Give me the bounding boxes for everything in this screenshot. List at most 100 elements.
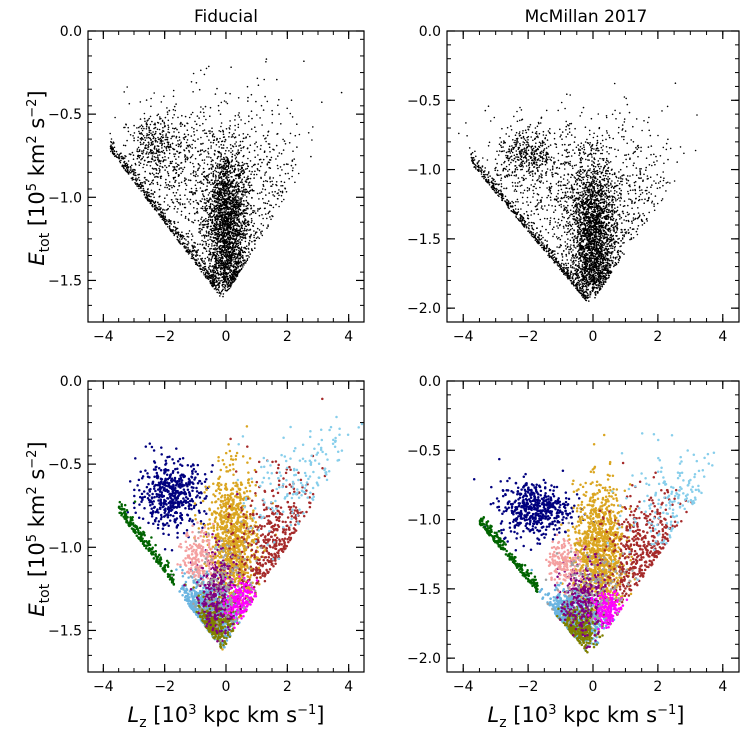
data-point	[227, 176, 230, 179]
data-point	[220, 254, 223, 257]
data-point	[222, 187, 225, 189]
data-point	[241, 236, 243, 238]
data-point	[209, 238, 211, 241]
data-point	[111, 148, 114, 151]
data-point	[212, 284, 214, 287]
data-point	[185, 141, 188, 144]
data-point	[218, 174, 220, 177]
data-point	[149, 115, 152, 118]
data-point	[241, 170, 244, 172]
data-point	[589, 226, 591, 229]
data-point	[148, 131, 151, 133]
data-point	[223, 179, 225, 181]
data-point	[225, 256, 227, 259]
data-point	[185, 246, 187, 248]
data-point	[138, 149, 141, 151]
data-point	[229, 281, 232, 284]
data-point	[228, 183, 230, 186]
data-point	[291, 175, 293, 178]
data-point	[150, 161, 153, 163]
data-point	[150, 181, 153, 184]
data-point	[292, 167, 294, 169]
data-point	[222, 198, 224, 200]
data-point	[223, 190, 225, 192]
data-point	[223, 164, 225, 166]
data-point	[230, 147, 232, 150]
data-point	[216, 87, 218, 90]
data-point	[168, 147, 170, 149]
data-point	[158, 205, 160, 208]
data-point	[208, 259, 210, 262]
data-point	[234, 242, 236, 244]
data-point	[202, 262, 205, 265]
data-point	[294, 163, 297, 166]
data-point	[214, 275, 216, 278]
data-point	[603, 233, 606, 236]
data-point	[260, 177, 262, 180]
data-point	[231, 278, 234, 280]
data-point	[204, 198, 206, 201]
data-point	[175, 198, 177, 200]
data-point	[244, 236, 247, 239]
data-point	[238, 257, 240, 260]
data-point	[141, 157, 143, 160]
data-point	[152, 141, 154, 143]
data-point	[147, 146, 149, 149]
data-point	[205, 244, 207, 246]
data-point	[233, 264, 235, 266]
data-point	[174, 226, 177, 229]
data-point	[125, 123, 127, 125]
data-point	[250, 128, 253, 130]
data-point	[225, 149, 227, 152]
data-point	[178, 131, 180, 134]
data-point	[204, 265, 207, 268]
data-point	[190, 135, 193, 137]
data-point	[200, 218, 202, 220]
data-point	[225, 198, 227, 200]
data-point	[266, 180, 269, 183]
data-point	[154, 152, 156, 155]
data-point	[220, 251, 222, 254]
data-point	[242, 251, 245, 254]
data-point	[340, 91, 343, 94]
data-point	[139, 182, 142, 184]
data-point	[231, 156, 233, 158]
data-point	[225, 238, 228, 241]
data-point	[147, 136, 150, 139]
data-point	[230, 283, 233, 285]
data-point	[155, 206, 157, 208]
data-point	[168, 149, 171, 151]
data-point	[221, 166, 223, 169]
data-point	[227, 219, 229, 222]
data-point	[196, 254, 199, 256]
data-point	[247, 254, 249, 257]
data-point	[221, 147, 223, 149]
data-point	[230, 206, 232, 208]
data-point	[579, 283, 581, 286]
data-point	[262, 185, 265, 187]
data-point	[231, 186, 234, 188]
data-point	[201, 149, 204, 151]
data-point	[260, 233, 262, 235]
data-point	[229, 125, 231, 127]
data-point	[179, 167, 181, 169]
data-point	[173, 221, 176, 223]
data-point	[166, 194, 168, 196]
data-point	[155, 152, 158, 154]
data-point	[224, 206, 226, 209]
data-point	[226, 258, 228, 260]
data-point	[132, 154, 135, 156]
data-point	[171, 136, 173, 138]
data-point	[258, 208, 261, 210]
data-point	[223, 286, 226, 289]
data-point	[241, 197, 243, 199]
data-point	[237, 263, 240, 265]
data-point	[205, 275, 208, 277]
data-point	[234, 228, 237, 231]
data-point	[208, 139, 210, 141]
data-point	[239, 269, 241, 271]
data-point	[614, 207, 616, 209]
data-point	[279, 190, 282, 193]
data-point	[602, 229, 604, 231]
data-point	[173, 167, 176, 169]
